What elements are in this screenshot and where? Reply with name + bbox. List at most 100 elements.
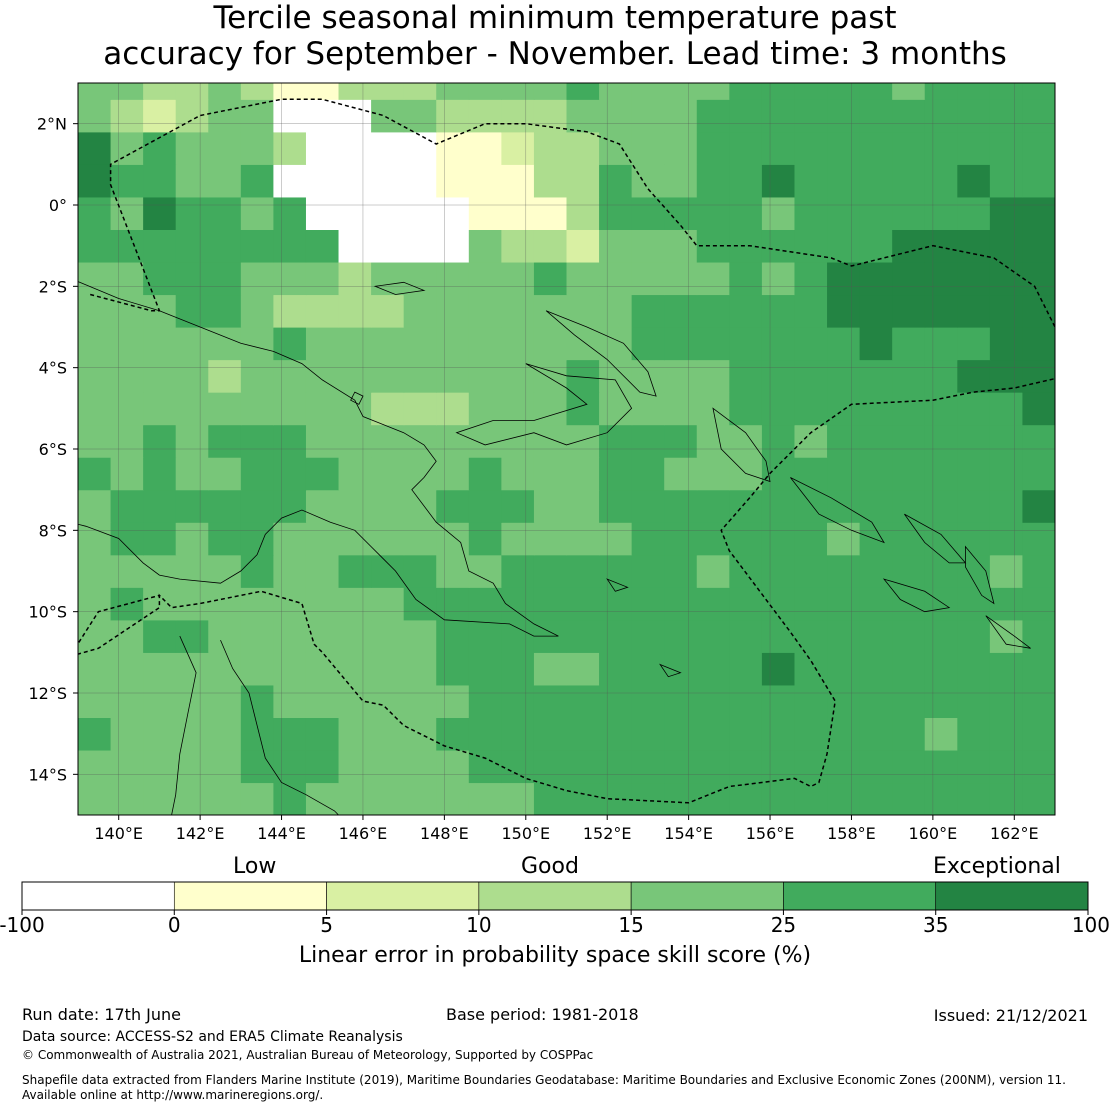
heatmap-cell [664, 196, 698, 230]
shapefile-credit-line-1: Shapefile data extracted from Flanders M… [22, 1073, 1066, 1087]
heatmap-cell [761, 261, 796, 296]
heatmap-cell [533, 522, 568, 556]
heatmap-cell [143, 99, 177, 133]
heatmap-cell [989, 392, 1024, 426]
heatmap-cell [696, 83, 730, 100]
heatmap-cell [1055, 164, 1088, 197]
heatmap-cell [794, 294, 828, 328]
island-outline [659, 663, 682, 678]
heatmap-cell [794, 261, 828, 296]
heatmap-cell [957, 2, 990, 35]
heatmap-cell [761, 164, 796, 198]
heatmap-cell [599, 131, 633, 165]
heatmap-cell [78, 196, 112, 230]
heatmap-cell [599, 359, 633, 393]
y-tick-label: 8°S [39, 521, 67, 540]
heatmap-cell [696, 587, 730, 621]
heatmap-cell [631, 229, 665, 263]
heatmap-cell [338, 587, 372, 621]
heatmap-cell [305, 99, 340, 133]
heatmap-cell [208, 717, 242, 751]
heatmap-cell [924, 99, 958, 133]
heatmap-cell [143, 522, 177, 556]
heatmap-cell [501, 261, 535, 296]
heatmap-cell [794, 196, 828, 230]
heatmap-cell [892, 619, 926, 653]
heatmap-cell [1055, 425, 1088, 458]
heatmap-cell [208, 457, 242, 491]
heatmap-cell [436, 424, 470, 458]
heatmap-cell [338, 99, 372, 133]
heatmap-cell [371, 652, 405, 686]
heatmap-cell [664, 164, 698, 198]
heatmap-cell [892, 554, 926, 588]
heatmap-cell [371, 294, 405, 328]
y-tick-label: 0° [49, 196, 67, 215]
heatmap-cell [1022, 782, 1055, 815]
heatmap-cell [240, 457, 274, 491]
x-tick-label: 142°E [176, 824, 225, 843]
heatmap-cell [501, 131, 535, 165]
heatmap-cell [599, 34, 632, 67]
heatmap-cell [78, 359, 112, 393]
heatmap-cell [240, 749, 274, 784]
heatmap-cell [371, 392, 405, 426]
heatmap-cell [110, 294, 144, 328]
heatmap-cell [827, 0, 860, 2]
heatmap-cell [1022, 196, 1055, 230]
heatmap-cell [110, 522, 144, 556]
heatmap-cell [924, 457, 958, 491]
heatmap-cell [761, 522, 796, 556]
heatmap-cell [794, 131, 828, 165]
heatmap-cell [273, 457, 307, 491]
heatmap-cell [859, 717, 893, 751]
heatmap-cell [1022, 294, 1055, 328]
heatmap-cell [533, 392, 568, 426]
heatmap-cell [175, 294, 209, 328]
heatmap-cell [305, 294, 340, 328]
heatmap-cell [436, 164, 470, 198]
heatmap-cell [403, 294, 437, 328]
heatmap-cell [859, 359, 893, 393]
heatmap-cell [957, 229, 991, 263]
cape-york-west-coastline [171, 635, 197, 815]
heatmap-cell [827, 684, 861, 718]
heatmap-cell [533, 554, 568, 588]
heatmap-cell [240, 131, 274, 165]
heatmap-cell [989, 229, 1024, 263]
heatmap-cell [566, 83, 600, 100]
heatmap-cell [1022, 34, 1055, 67]
heatmap-cell [859, 424, 893, 458]
heatmap-cell [143, 164, 177, 198]
heatmap-cell [1022, 684, 1055, 718]
heatmap-cell [1022, 457, 1055, 491]
heatmap-cell [1055, 67, 1088, 100]
heatmap-cell [436, 99, 470, 133]
heatmap-cell [469, 2, 502, 35]
heatmap-cell [305, 196, 340, 230]
heatmap-cell [794, 684, 828, 718]
heatmap-cell [176, 34, 209, 67]
heatmap-cell [533, 587, 568, 621]
heatmap-cell [501, 0, 534, 2]
heatmap-cell [631, 587, 665, 621]
heatmap-cell [1055, 2, 1088, 35]
colorbar-segment [478, 881, 632, 911]
heatmap-cell [892, 684, 926, 718]
heatmap-cell [924, 327, 958, 361]
heatmap-cell [110, 489, 144, 523]
heatmap-cell [110, 131, 144, 165]
x-tick-label: 140°E [94, 824, 143, 843]
heatmap-cell [305, 554, 340, 588]
heatmap-cell [241, 0, 274, 2]
heatmap-cell [664, 749, 698, 784]
heatmap-cell [957, 489, 991, 523]
heatmap-cell [371, 327, 405, 361]
heatmap-cell [696, 457, 730, 491]
heatmap-cell [110, 782, 144, 815]
heatmap-cell [924, 749, 958, 784]
heatmap-cell [403, 489, 437, 523]
heatmap-cell [989, 424, 1024, 458]
heatmap-cell [468, 684, 502, 718]
heatmap-cell [110, 327, 144, 361]
